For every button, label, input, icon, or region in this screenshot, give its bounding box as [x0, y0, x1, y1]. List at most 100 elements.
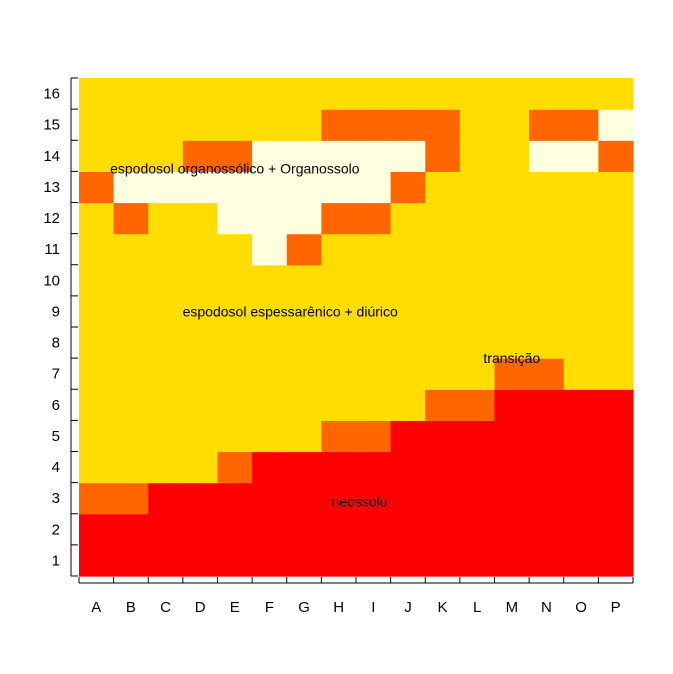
x-tick-label: G	[298, 599, 310, 616]
heatmap-cell	[390, 202, 426, 235]
heatmap-cell	[494, 544, 530, 577]
heatmap-cell	[182, 295, 219, 328]
y-tick-label: 13	[43, 179, 60, 196]
heatmap-cell	[494, 295, 530, 328]
heatmap-cell	[356, 233, 392, 266]
heatmap-cell	[390, 482, 426, 515]
heatmap-cell	[286, 233, 322, 266]
heatmap-cell	[252, 109, 288, 141]
heatmap-cell	[459, 140, 496, 172]
heatmap-cell	[356, 389, 392, 421]
heatmap-cell	[182, 327, 219, 359]
heatmap-cell	[563, 358, 599, 390]
heatmap-cell	[459, 451, 496, 484]
heatmap-cell	[494, 140, 530, 172]
heatmap-cell	[356, 78, 392, 110]
heatmap-cell	[529, 233, 565, 266]
heatmap-cell	[563, 264, 599, 297]
heatmap-cell	[252, 389, 288, 421]
heatmap-cell	[390, 140, 426, 172]
heatmap-cell	[321, 233, 357, 266]
heatmap-cell	[563, 78, 599, 110]
heatmap-cell	[286, 389, 322, 421]
heatmap-cell	[113, 420, 149, 453]
heatmap-cell	[563, 295, 599, 328]
heatmap-cell	[79, 358, 115, 390]
heatmap-cell	[459, 109, 496, 141]
heatmap-cell	[494, 171, 530, 204]
y-tick-label: 16	[43, 86, 60, 103]
heatmap-cell	[217, 327, 253, 359]
heatmap-cell	[148, 482, 184, 515]
y-tick-label: 12	[43, 210, 60, 227]
heatmap-cell	[113, 544, 149, 577]
heatmap-cell	[79, 544, 115, 577]
heatmap-cell	[425, 109, 461, 141]
heatmap-cell	[113, 451, 149, 484]
heatmap-cell	[459, 482, 496, 515]
heatmap-cell	[321, 358, 357, 390]
heatmap-cell	[494, 358, 530, 390]
heatmap-cell	[390, 171, 426, 204]
x-tick-label: L	[473, 599, 481, 616]
heatmap-cell	[459, 233, 496, 266]
heatmap-cell	[494, 482, 530, 515]
heatmap-cell	[425, 295, 461, 328]
heatmap-cell	[390, 327, 426, 359]
heatmap-cell	[529, 389, 565, 421]
heatmap-cell	[113, 109, 149, 141]
heatmap-cell	[425, 264, 461, 297]
heatmap-cell	[217, 295, 253, 328]
heatmap-cell	[252, 264, 288, 297]
heatmap-cell	[182, 202, 219, 235]
heatmap-cell	[286, 451, 322, 484]
heatmap-cell	[494, 233, 530, 266]
heatmap-cell	[425, 420, 461, 453]
y-tick-label: 3	[52, 490, 60, 507]
heatmap-cells	[79, 78, 634, 577]
heatmap-cell	[598, 482, 634, 515]
heatmap-cell	[252, 171, 288, 204]
heatmap-cell	[217, 358, 253, 390]
heatmap-cell	[286, 327, 322, 359]
heatmap-cell	[494, 202, 530, 235]
heatmap-cell	[598, 264, 634, 297]
heatmap-cell	[113, 513, 149, 546]
heatmap-cell	[321, 389, 357, 421]
x-tick-label: F	[265, 599, 274, 616]
heatmap-cell	[182, 264, 219, 297]
heatmap-cell	[79, 295, 115, 328]
heatmap-cell	[113, 295, 149, 328]
x-tick-label: N	[541, 599, 552, 616]
heatmap-cell	[598, 78, 634, 110]
heatmap-cell	[286, 420, 322, 453]
heatmap-cell	[79, 482, 115, 515]
heatmap-cell	[148, 202, 184, 235]
heatmap-cell	[252, 482, 288, 515]
heatmap-cell	[529, 171, 565, 204]
heatmap-cell	[182, 171, 219, 204]
heatmap-cell	[356, 202, 392, 235]
heatmap-cell	[356, 513, 392, 546]
heatmap-cell	[79, 513, 115, 546]
heatmap-cell	[217, 233, 253, 266]
heatmap-cell	[217, 513, 253, 546]
heatmap-cell	[598, 451, 634, 484]
x-tick-label: B	[126, 599, 136, 616]
x-tick-label: K	[438, 599, 448, 616]
heatmap-cell	[494, 264, 530, 297]
heatmap-cell	[356, 544, 392, 577]
x-tick-label: M	[506, 599, 519, 616]
heatmap-cell	[252, 78, 288, 110]
x-tick-label: E	[230, 599, 240, 616]
heatmap-cell	[148, 264, 184, 297]
heatmap-cell	[286, 202, 322, 235]
heatmap-cell	[148, 513, 184, 546]
heatmap-cell	[182, 358, 219, 390]
heatmap-cell	[563, 109, 599, 141]
heatmap-cell	[356, 358, 392, 390]
heatmap-cell	[598, 358, 634, 390]
heatmap-cell	[563, 233, 599, 266]
heatmap-cell	[563, 482, 599, 515]
